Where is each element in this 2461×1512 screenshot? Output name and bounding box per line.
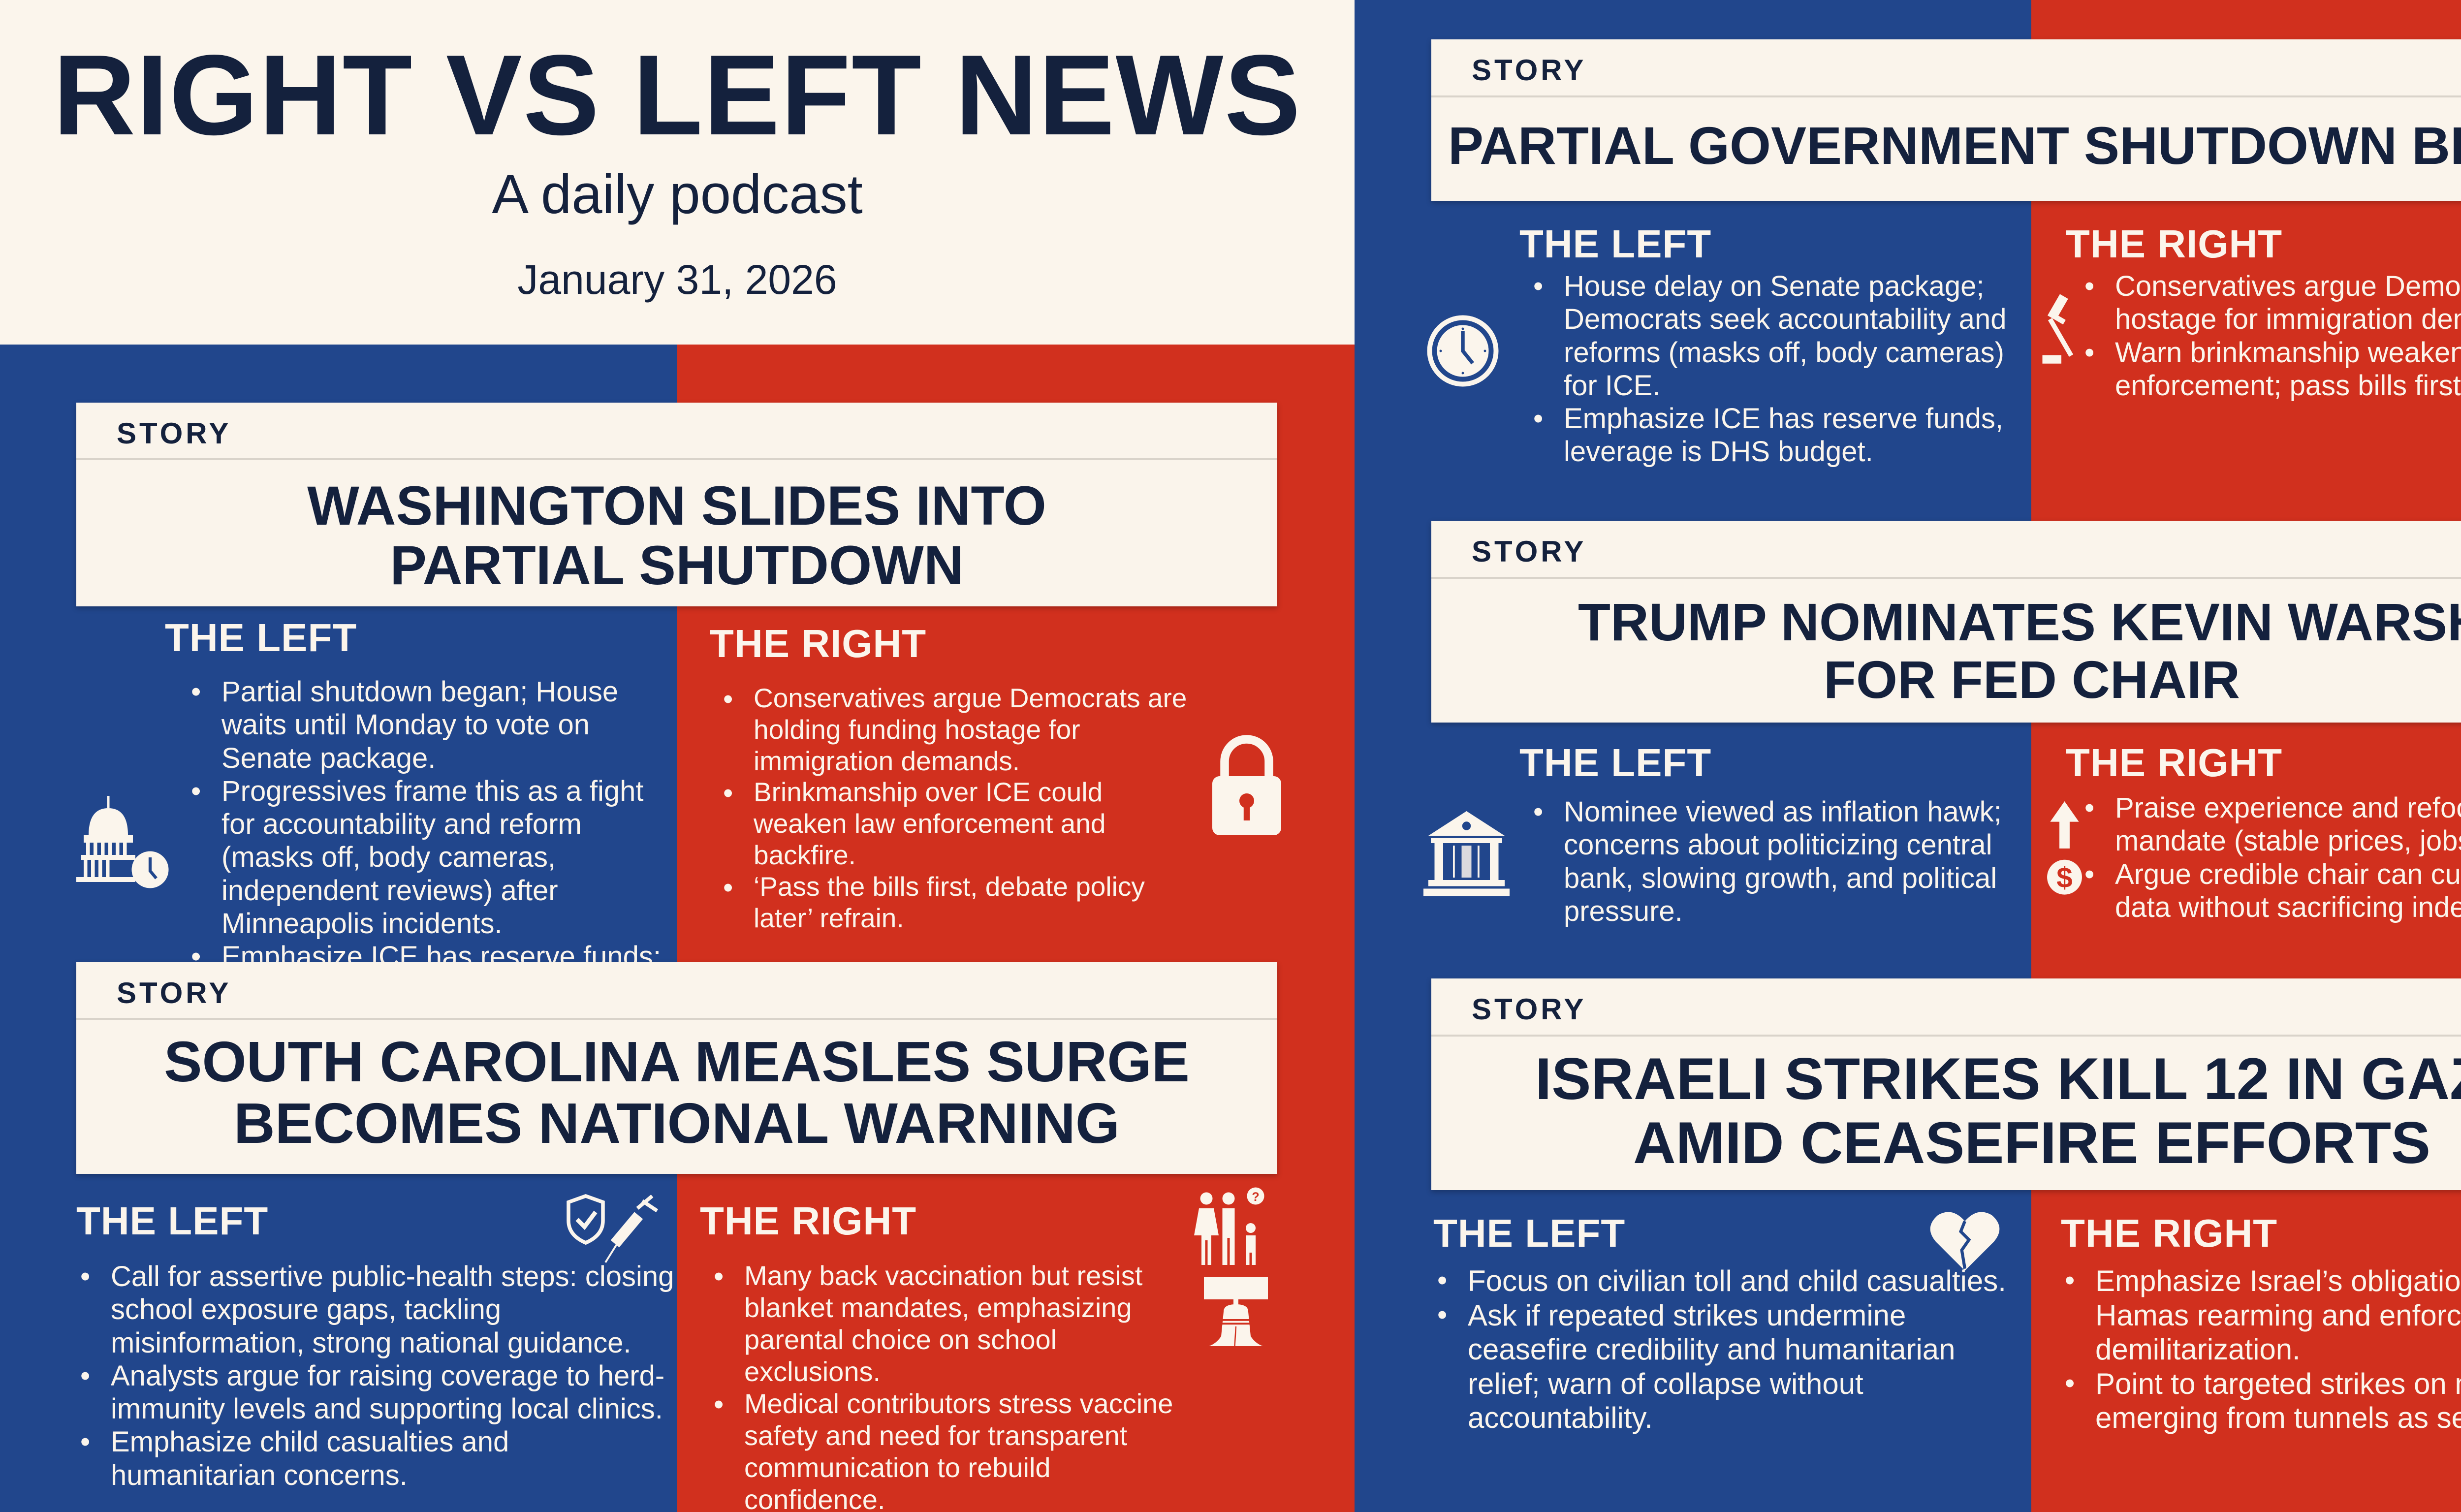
padlock-icon <box>1210 734 1284 838</box>
bullet-item: Call for assertive public-health steps: … <box>76 1260 677 1359</box>
story-card-2: STORY SOUTH CAROLINA MEASLES SURGE BECOM… <box>76 962 1277 1174</box>
bank-building-icon <box>1423 809 1510 897</box>
story-label: STORY <box>117 417 232 450</box>
bullet-item: Medical contributors stress vaccine safe… <box>710 1388 1182 1512</box>
bullet-list: Many back vaccination but resist blanket… <box>710 1260 1182 1512</box>
story-card-1: STORY WASHINGTON SLIDES INTO PARTIAL SHU… <box>76 403 1277 606</box>
panel-heading-right: THE RIGHT <box>700 1199 917 1243</box>
podcast-title: RIGHT VS LEFT NEWS <box>53 32 1302 159</box>
story-label-band: STORY <box>76 403 1277 460</box>
story-title-line: BECOMES NATIONAL WARNING <box>233 1091 1120 1156</box>
bullet-item: House delay on Senate package; Democrats… <box>1529 270 2021 402</box>
story-4-left-panel: THE LEFT Nominee viewed as inflation haw… <box>1355 723 2031 977</box>
capitol-clock-icon <box>74 796 177 889</box>
story-title-line: ISRAELI STRIKES KILL 12 IN GAZA <box>1535 1046 2461 1112</box>
bullet-item: Progressives frame this as a fight for a… <box>187 775 669 940</box>
right-column: STORY PARTIAL GOVERNMENT SHUTDOWN BEGINS… <box>1355 0 2461 1512</box>
story-title-line: TRUMP NOMINATES KEVIN WARSH <box>1578 592 2461 652</box>
story-1-right-panel: THE RIGHT Conservatives argue Democrats … <box>677 606 1355 957</box>
panel-heading-right: THE RIGHT <box>2061 1211 2278 1255</box>
story-title-line: AMID CEASEFIRE EFFORTS <box>1633 1109 2431 1176</box>
panel-heading-left: THE LEFT <box>1433 1211 1626 1255</box>
story-title: TRUMP NOMINATES KEVIN WARSH FOR FED CHAI… <box>1431 592 2461 709</box>
bullet-item: Conservatives argue Democrats hold fundi… <box>2081 270 2461 336</box>
bullet-list: House delay on Senate package; Democrats… <box>1529 270 2021 469</box>
bullet-item: Warn brinkmanship weakens law enforcemen… <box>2081 336 2461 403</box>
story-5-right-panel: THE RIGHT Emphasize Israel’s obligation … <box>2031 1190 2461 1512</box>
story-label-band: STORY <box>1431 521 2461 579</box>
story-2-left-panel: THE LEFT Call for assertive public-healt… <box>0 1174 677 1512</box>
story-card-4: STORY TRUMP NOMINATES KEVIN WARSH FOR FE… <box>1431 521 2461 723</box>
bullet-item: Conservatives argue Democrats are holdin… <box>719 683 1192 777</box>
bullet-item: Argue credible chair can cut rates based… <box>2081 858 2461 924</box>
story-title: PARTIAL GOVERNMENT SHUTDOWN BEGINS <box>1431 117 2461 175</box>
story-1-left-panel: THE LEFT Partial shutdown began; House w… <box>0 606 677 1039</box>
story-4-right-panel: THE RIGHT $ Praise experience and refocu… <box>2031 723 2461 977</box>
story-title: ISRAELI STRIKES KILL 12 IN GAZA AMID CEA… <box>1431 1047 2461 1175</box>
liberty-bell-icon <box>1201 1275 1270 1354</box>
panel-heading-left: THE LEFT <box>76 1199 269 1243</box>
panel-heading-left: THE LEFT <box>165 616 357 660</box>
gavel-icon <box>2041 292 2081 366</box>
family-icon: ? <box>1189 1186 1268 1270</box>
right-blue-background <box>1355 0 2031 1512</box>
bullet-item: Many back vaccination but resist blanket… <box>710 1260 1182 1388</box>
bullet-list: Focus on civilian toll and child casualt… <box>1433 1264 2014 1435</box>
podcast-date: January 31, 2026 <box>517 256 837 303</box>
bullet-list: Emphasize Israel’s obligation to prevent… <box>2061 1264 2461 1435</box>
bullet-list: Praise experience and refocus on core ma… <box>2081 791 2461 924</box>
bullet-list: Conservatives argue Democrats hold fundi… <box>2081 270 2461 402</box>
svg-text:$: $ <box>2056 862 2072 894</box>
bullet-item: Brinkmanship over ICE could weaken law e… <box>719 777 1192 871</box>
bullet-item: Emphasize Israel’s obligation to prevent… <box>2061 1264 2461 1367</box>
story-label-band: STORY <box>1431 39 2461 97</box>
story-card-5: STORY ISRAELI STRIKES KILL 12 IN GAZA AM… <box>1431 978 2461 1190</box>
bullet-item: Emphasize ICE has reserve funds, leverag… <box>1529 402 2021 469</box>
shield-syringe-icon <box>566 1194 664 1267</box>
bullet-list: Conservatives argue Democrats are holdin… <box>719 683 1192 934</box>
bullet-item: Emphasize child casualties and humanitar… <box>76 1425 677 1492</box>
story-3-left-panel: THE LEFT House delay on Senate package; … <box>1355 201 2031 519</box>
bullet-item: Ask if repeated strikes undermine ceasef… <box>1433 1298 2014 1435</box>
right-red-background <box>2031 0 2461 1512</box>
story-title: SOUTH CAROLINA MEASLES SURGE BECOMES NAT… <box>76 1031 1277 1155</box>
podcast-subtitle: A daily podcast <box>492 163 863 225</box>
bullet-list: Nominee viewed as inflation hawk; concer… <box>1529 795 2026 928</box>
story-title-line: PARTIAL GOVERNMENT SHUTDOWN BEGINS <box>1448 116 2461 175</box>
bullet-item: Nominee viewed as inflation hawk; concer… <box>1529 795 2026 928</box>
story-label-band: STORY <box>76 962 1277 1020</box>
story-2-right-panel: THE RIGHT ? <box>677 1174 1355 1512</box>
bullet-list: Call for assertive public-health steps: … <box>76 1260 677 1492</box>
bullet-item: ‘Pass the bills first, debate policy lat… <box>719 871 1192 934</box>
story-title-line: SOUTH CAROLINA MEASLES SURGE <box>164 1030 1190 1094</box>
story-title-line: FOR FED CHAIR <box>1824 649 2240 709</box>
panel-heading-right: THE RIGHT <box>2066 222 2283 266</box>
dollar-arrow-up-icon: $ <box>2046 799 2083 902</box>
story-title-line: PARTIAL SHUTDOWN <box>390 534 964 596</box>
panel-heading-left: THE LEFT <box>1519 222 1712 266</box>
bullet-item: Point to targeted strikes on militants e… <box>2061 1367 2461 1435</box>
broken-heart-icon <box>1921 1209 2009 1273</box>
story-label: STORY <box>1472 535 1587 568</box>
bullet-item: Partial shutdown began; House waits unti… <box>187 675 669 775</box>
story-3-right-panel: THE RIGHT Conservatives argue Democrats … <box>2031 201 2461 519</box>
bullet-item: Praise experience and refocus on core ma… <box>2081 791 2461 858</box>
svg-text:?: ? <box>1252 1190 1259 1204</box>
story-label: STORY <box>1472 54 1587 87</box>
left-column: RIGHT VS LEFT NEWS A daily podcast Janua… <box>0 0 1355 1512</box>
story-card-3: STORY PARTIAL GOVERNMENT SHUTDOWN BEGINS <box>1431 39 2461 201</box>
story-title-line: WASHINGTON SLIDES INTO <box>307 475 1046 536</box>
podcast-header: RIGHT VS LEFT NEWS A daily podcast Janua… <box>0 0 1355 345</box>
clock-icon <box>1426 314 1500 388</box>
story-label: STORY <box>1472 993 1587 1026</box>
story-title: WASHINGTON SLIDES INTO PARTIAL SHUTDOWN <box>76 476 1277 596</box>
story-label-band: STORY <box>1431 978 2461 1037</box>
panel-heading-left: THE LEFT <box>1519 741 1712 785</box>
panel-heading-right: THE RIGHT <box>710 622 927 665</box>
story-label: STORY <box>117 976 232 1009</box>
bullet-item: Analysts argue for raising coverage to h… <box>76 1359 677 1426</box>
bullet-item: Focus on civilian toll and child casualt… <box>1433 1264 2014 1298</box>
panel-heading-right: THE RIGHT <box>2066 741 2283 785</box>
story-5-left-panel: THE LEFT Focus on civilian toll and chil… <box>1355 1190 2031 1512</box>
